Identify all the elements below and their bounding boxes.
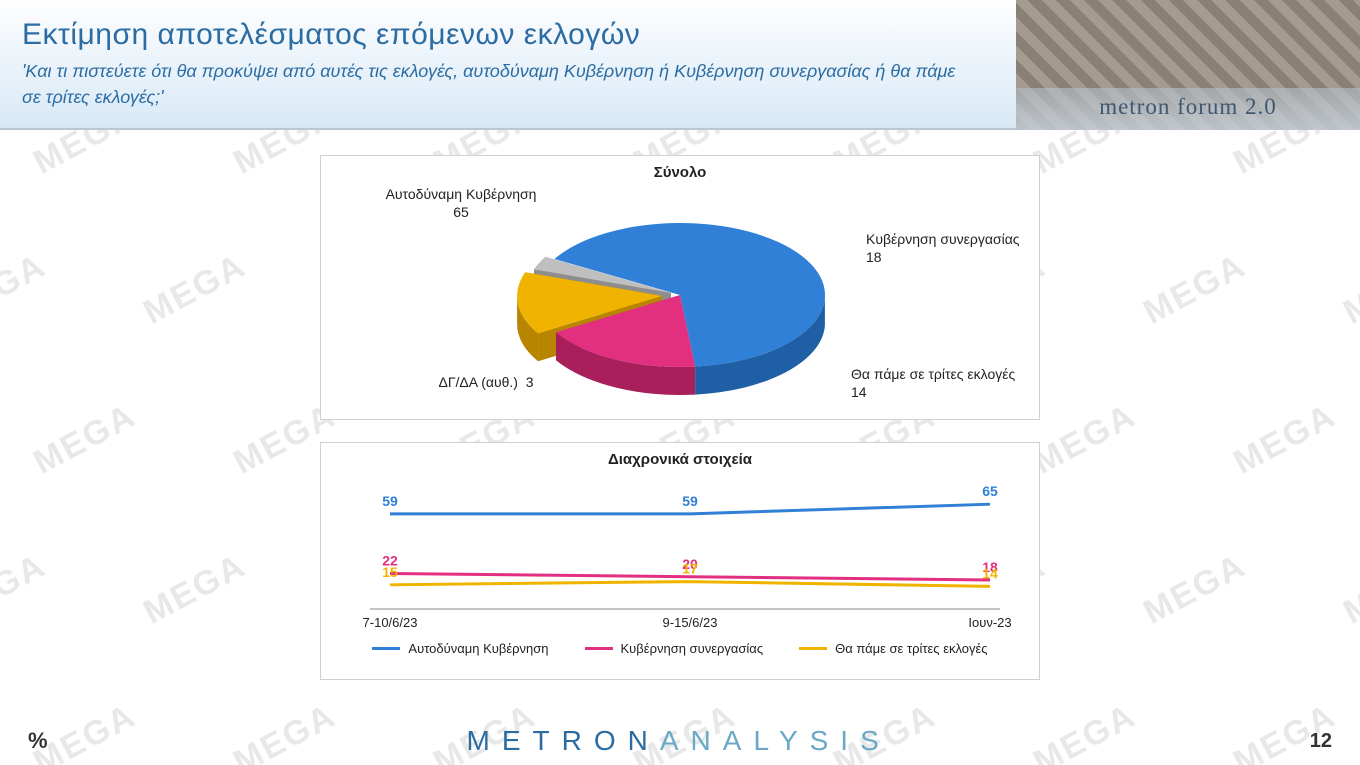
brand-label: metron forum 2.0 [1016, 88, 1360, 130]
line-chart-svg: 7-10/6/239-15/6/23Ιουν-23595965222018151… [340, 470, 1020, 635]
title-block: Εκτίμηση αποτελέσματος επόμενων εκλογών … [22, 18, 1016, 110]
legend-item: Θα πάμε σε τρίτες εκλογές [799, 641, 987, 656]
footer-logo-part2: ANALYSIS [660, 725, 891, 756]
pie-slice-label: Θα πάμε σε τρίτες εκλογές14 [851, 366, 1015, 401]
legend-label: Θα πάμε σε τρίτες εκλογές [835, 641, 987, 656]
legend-swatch [585, 647, 613, 650]
pie-slice-label: Αυτοδύναμη Κυβέρνηση65 [386, 186, 537, 221]
content-area: Σύνολο Αυτοδύναμη Κυβέρνηση65Κυβέρνηση σ… [0, 155, 1360, 680]
pie-chart-svg [490, 186, 870, 416]
line-value-label: 14 [982, 565, 998, 581]
header-bar: Εκτίμηση αποτελέσματος επόμενων εκλογών … [0, 0, 1360, 130]
legend-label: Αυτοδύναμη Κυβέρνηση [408, 641, 548, 656]
legend-item: Αυτοδύναμη Κυβέρνηση [372, 641, 548, 656]
footer-logo: METRONANALYSIS [467, 725, 891, 757]
line-value-label: 65 [982, 483, 998, 499]
line-x-label: 9-15/6/23 [663, 615, 718, 630]
line-value-label: 59 [382, 493, 398, 509]
brand-box: metron forum 2.0 [1016, 0, 1360, 130]
pie-slice-label: ΔΓ/ΔΑ (αυθ.) 3 [438, 374, 533, 392]
legend-label: Κυβέρνηση συνεργασίας [621, 641, 764, 656]
pie-chart-panel: Σύνολο Αυτοδύναμη Κυβέρνηση65 Κυβέρνηση σ… [320, 155, 1040, 420]
line-chart-panel: Διαχρονικά στοιχεία 7-10/6/23 9-15/6/23 Ιο… [320, 442, 1040, 680]
footer-percent-symbol: % [28, 728, 48, 754]
legend-swatch [799, 647, 827, 650]
line-chart-title: Διαχρονικά στοιχεία [321, 443, 1039, 468]
line-x-label: 7-10/6/23 [363, 615, 418, 630]
line-value-label: 15 [382, 564, 398, 580]
footer-logo-part1: METRON [467, 725, 660, 756]
footer: % METRONANALYSIS 12 [0, 717, 1360, 765]
pie-slice-label: Κυβέρνηση συνεργασίας18 [866, 231, 1020, 266]
legend-item: Κυβέρνηση συνεργασίας [585, 641, 764, 656]
page-title: Εκτίμηση αποτελέσματος επόμενων εκλογών [22, 18, 1016, 52]
line-x-label: Ιουν-23 [968, 615, 1011, 630]
page-number: 12 [1310, 730, 1332, 753]
line-value-label: 59 [682, 493, 698, 509]
line-value-label: 17 [682, 561, 698, 577]
page-subtitle: 'Και τι πιστεύετε ότι θα προκύψει από αυ… [22, 58, 972, 110]
legend-swatch [372, 647, 400, 650]
line-series [390, 582, 990, 587]
line-chart-legend: Αυτοδύναμη Κυβέρνηση Κυβέρνηση συνεργασία… [321, 635, 1039, 664]
pie-chart-title: Σύνολο [321, 156, 1039, 181]
